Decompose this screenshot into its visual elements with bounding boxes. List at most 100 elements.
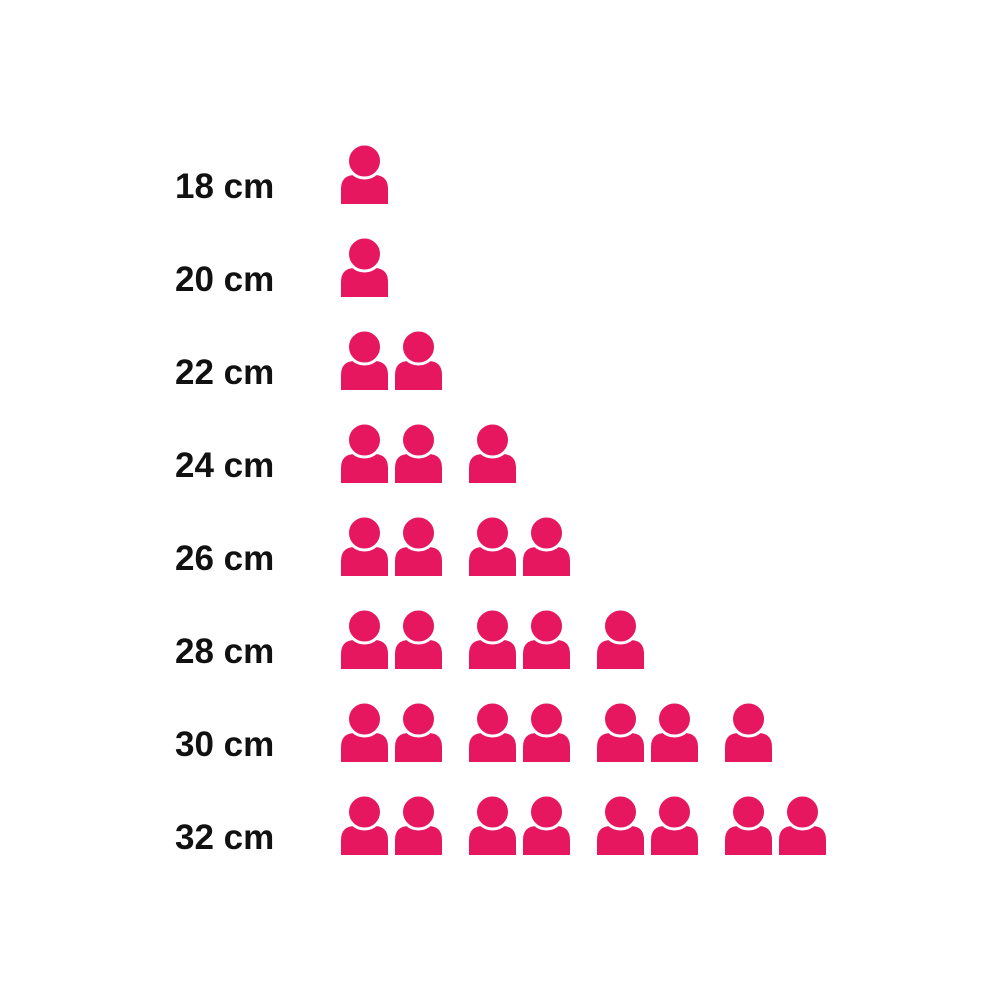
icon-group	[341, 607, 442, 669]
person-head-shape	[784, 793, 821, 831]
person-head-shape	[602, 607, 639, 645]
row-label: 20 cm	[175, 260, 275, 299]
person-icon	[395, 328, 442, 390]
icon-group	[469, 421, 516, 483]
person-body-shape	[395, 547, 442, 576]
person-head-shape	[528, 514, 565, 552]
person-body-shape	[341, 175, 388, 204]
person-head-shape	[730, 793, 767, 831]
person-head-shape	[346, 421, 383, 459]
person-body-shape	[395, 454, 442, 483]
person-head-shape	[400, 700, 437, 738]
person-body-shape	[395, 640, 442, 669]
person-body-shape	[341, 733, 388, 762]
icon-group	[725, 700, 772, 762]
icon-row	[341, 607, 644, 669]
person-icon	[395, 514, 442, 576]
person-head-shape	[474, 421, 511, 459]
icon-group	[597, 700, 698, 762]
person-head-shape	[474, 607, 511, 645]
person-icon	[469, 514, 516, 576]
icon-row	[341, 142, 388, 204]
person-icon	[341, 421, 388, 483]
row-label: 28 cm	[175, 632, 275, 671]
person-icon	[395, 421, 442, 483]
person-icon	[523, 514, 570, 576]
person-head-shape	[400, 514, 437, 552]
person-body-shape	[469, 640, 516, 669]
chart-row: 24 cm	[175, 421, 826, 483]
person-body-shape	[469, 733, 516, 762]
person-body-shape	[341, 640, 388, 669]
chart-row: 26 cm	[175, 514, 826, 576]
person-head-shape	[730, 700, 767, 738]
icon-group	[725, 793, 826, 855]
icon-group	[469, 514, 570, 576]
icon-group	[597, 607, 644, 669]
person-body-shape	[523, 826, 570, 855]
chart-row: 32 cm	[175, 793, 826, 855]
person-body-shape	[651, 733, 698, 762]
person-body-shape	[341, 361, 388, 390]
person-head-shape	[400, 793, 437, 831]
row-label: 22 cm	[175, 353, 275, 392]
person-head-shape	[602, 700, 639, 738]
person-icon	[779, 793, 826, 855]
row-label: 32 cm	[175, 818, 275, 857]
icon-group	[341, 700, 442, 762]
person-head-shape	[346, 142, 383, 180]
icon-row	[341, 235, 388, 297]
person-body-shape	[395, 733, 442, 762]
person-body-shape	[469, 454, 516, 483]
person-icon	[341, 328, 388, 390]
person-head-shape	[346, 235, 383, 273]
person-icon	[597, 700, 644, 762]
person-head-shape	[602, 793, 639, 831]
person-body-shape	[469, 826, 516, 855]
person-head-shape	[656, 700, 693, 738]
person-body-shape	[725, 733, 772, 762]
row-label: 30 cm	[175, 725, 275, 764]
icon-group	[469, 700, 570, 762]
person-icon	[341, 235, 388, 297]
icon-group	[469, 793, 570, 855]
person-body-shape	[523, 733, 570, 762]
person-icon	[523, 793, 570, 855]
person-icon	[469, 421, 516, 483]
icon-group	[341, 793, 442, 855]
icon-row	[341, 700, 772, 762]
person-icon	[725, 700, 772, 762]
person-body-shape	[341, 547, 388, 576]
person-body-shape	[523, 640, 570, 669]
person-head-shape	[400, 607, 437, 645]
person-body-shape	[597, 733, 644, 762]
person-body-shape	[341, 826, 388, 855]
person-body-shape	[651, 826, 698, 855]
icon-group	[469, 607, 570, 669]
row-label: 24 cm	[175, 446, 275, 485]
person-icon	[597, 607, 644, 669]
icon-group	[341, 328, 442, 390]
person-icon	[341, 142, 388, 204]
chart-row: 20 cm	[175, 235, 826, 297]
person-body-shape	[469, 547, 516, 576]
person-head-shape	[346, 514, 383, 552]
chart-row: 18 cm	[175, 142, 826, 204]
person-body-shape	[597, 640, 644, 669]
person-body-shape	[395, 826, 442, 855]
person-icon	[395, 607, 442, 669]
person-body-shape	[341, 268, 388, 297]
icon-row	[341, 328, 442, 390]
icon-group	[341, 235, 388, 297]
icon-row	[341, 793, 826, 855]
person-icon	[341, 514, 388, 576]
person-icon	[651, 793, 698, 855]
person-body-shape	[523, 547, 570, 576]
person-icon	[597, 793, 644, 855]
person-icon	[341, 607, 388, 669]
person-head-shape	[528, 607, 565, 645]
icon-group	[597, 793, 698, 855]
person-head-shape	[346, 793, 383, 831]
chart-row: 22 cm	[175, 328, 826, 390]
person-icon	[469, 793, 516, 855]
